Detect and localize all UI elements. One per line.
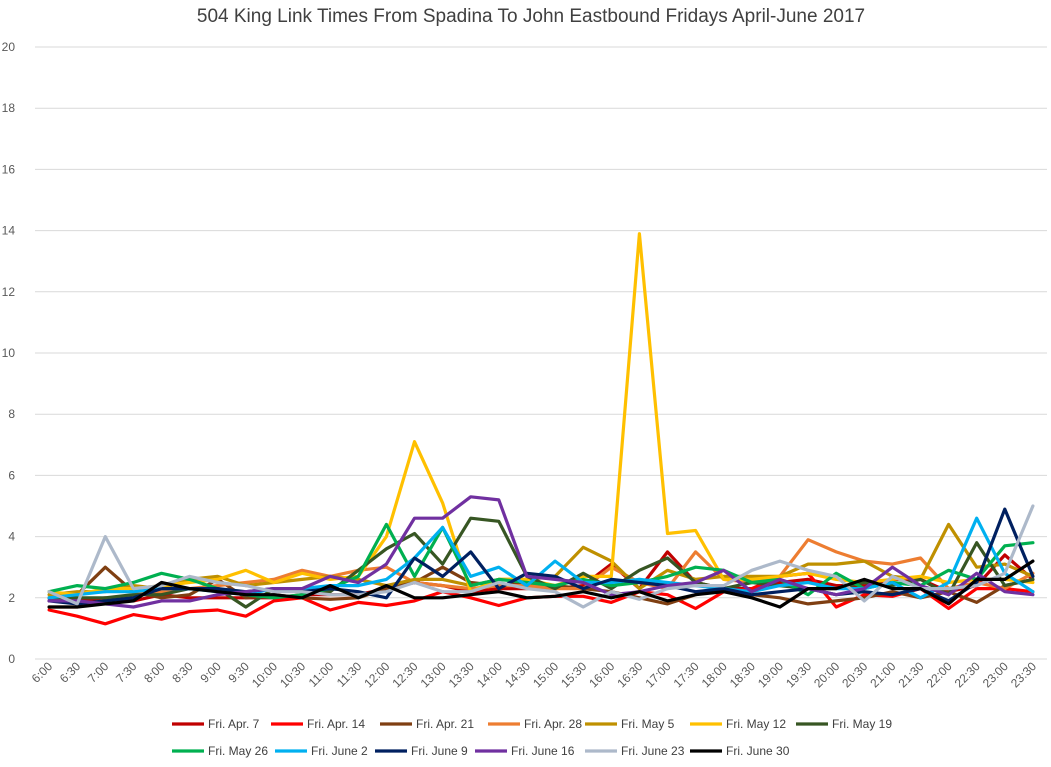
legend-item: Fri. June 2 [275, 744, 368, 758]
legend-label: Fri. Apr. 7 [208, 717, 260, 731]
x-tick-label: 16:30 [614, 659, 645, 690]
legend-label: Fri. Apr. 28 [524, 717, 582, 731]
legend-label: Fri. June 9 [411, 744, 468, 758]
x-tick-label: 9:00 [197, 659, 224, 686]
legend-item: Fri. May 5 [585, 717, 675, 731]
series-line-12 [47, 559, 1035, 609]
legend-label: Fri. June 23 [621, 744, 685, 758]
x-tick-label: 8:00 [141, 659, 168, 686]
x-tick-label: 12:30 [389, 659, 420, 690]
y-tick-label: 14 [2, 224, 16, 238]
x-tick-label: 13:30 [446, 659, 477, 690]
x-tick-label: 14:30 [502, 659, 533, 690]
x-tick-label: 22:30 [952, 659, 983, 690]
legend-label: Fri. Apr. 14 [307, 717, 365, 731]
y-tick-label: 4 [8, 530, 15, 544]
legend-label: Fri. June 16 [511, 744, 575, 758]
legend-item: Fri. Apr. 28 [488, 717, 582, 731]
y-tick-label: 16 [2, 162, 16, 176]
y-tick-label: 20 [2, 40, 16, 54]
series-lines [47, 232, 1035, 626]
x-tick-label: 8:30 [169, 659, 196, 686]
x-tick-label: 10:30 [277, 659, 308, 690]
legend-item: Fri. May 19 [796, 717, 892, 731]
x-tick-label: 17:30 [671, 659, 702, 690]
x-tick-label: 11:00 [306, 659, 337, 690]
x-tick-label: 16:00 [586, 659, 617, 690]
legend-item: Fri. Apr. 14 [271, 717, 365, 731]
x-tick-label: 7:30 [113, 659, 140, 686]
legend-label: Fri. May 12 [726, 717, 786, 731]
x-tick-label: 21:30 [895, 659, 926, 690]
series-line-11 [47, 504, 1035, 609]
y-tick-label: 0 [8, 652, 15, 666]
legend-item: Fri. May 26 [172, 744, 268, 758]
x-tick-label: 23:30 [1008, 659, 1039, 690]
x-axis-ticks: 6:00 6:30 7:00 7:30 8:00 8:30 9:00 9:3010:0010:… [29, 659, 1040, 690]
x-tick-label: 6:30 [57, 659, 84, 686]
x-tick-label: 23:00 [980, 659, 1011, 690]
y-tick-label: 8 [8, 407, 15, 421]
y-axis-ticks: 0 2 4 6 8 10 12 14 16 18 20 [2, 40, 16, 666]
series-line-9 [47, 507, 1035, 606]
x-tick-label: 19:00 [755, 659, 786, 690]
x-tick-label: 20:30 [839, 659, 870, 690]
y-tick-label: 10 [2, 346, 16, 360]
legend-item: Fri. June 30 [690, 744, 790, 758]
legend-label: Fri. May 26 [208, 744, 268, 758]
x-tick-label: 17:00 [642, 659, 673, 690]
x-tick-label: 15:00 [530, 659, 561, 690]
y-tick-label: 12 [2, 285, 16, 299]
x-tick-label: 12:00 [361, 659, 392, 690]
x-tick-label: 14:00 [474, 659, 505, 690]
legend-item: Fri. Apr. 7 [172, 717, 260, 731]
legend-label: Fri. Apr. 21 [416, 717, 474, 731]
x-tick-label: 19:30 [783, 659, 814, 690]
x-tick-label: 21:00 [867, 659, 898, 690]
legend-item: Fri. June 23 [585, 744, 685, 758]
y-tick-label: 6 [8, 468, 15, 482]
x-tick-label: 22:00 [924, 659, 955, 690]
x-tick-label: 18:30 [727, 659, 758, 690]
x-tick-label: 18:00 [699, 659, 730, 690]
legend-label: Fri. June 2 [311, 744, 368, 758]
legend-item: Fri. Apr. 21 [380, 717, 474, 731]
x-tick-label: 20:00 [811, 659, 842, 690]
x-tick-label: 6:00 [29, 659, 56, 686]
legend-item: Fri. June 16 [475, 744, 575, 758]
x-tick-label: 15:30 [558, 659, 589, 690]
legend-label: Fri. May 5 [621, 717, 675, 731]
x-tick-label: 9:30 [226, 659, 253, 686]
x-tick-label: 10:00 [249, 659, 280, 690]
chart-title: 504 King Link Times From Spadina To John… [197, 6, 865, 27]
legend: Fri. Apr. 7 Fri. Apr. 14 Fri. Apr. 21 Fri. … [172, 717, 892, 758]
legend-label: Fri. May 19 [832, 717, 892, 731]
x-tick-label: 13:00 [418, 659, 449, 690]
y-tick-label: 2 [8, 591, 15, 605]
series-line-10 [47, 495, 1035, 609]
legend-item: Fri. June 9 [375, 744, 468, 758]
x-tick-label: 7:00 [85, 659, 112, 686]
legend-label: Fri. June 30 [726, 744, 790, 758]
y-tick-label: 18 [2, 101, 16, 115]
x-tick-label: 11:30 [334, 659, 365, 690]
legend-item: Fri. May 12 [690, 717, 786, 731]
